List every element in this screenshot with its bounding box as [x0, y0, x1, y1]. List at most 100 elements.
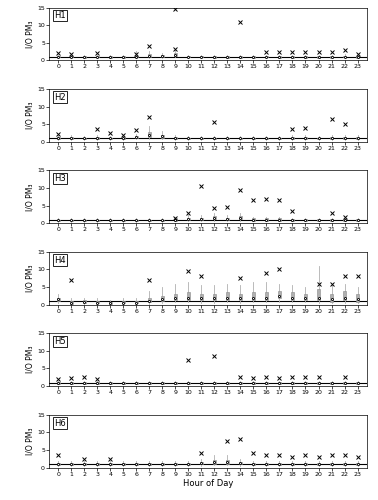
Bar	[109, 56, 112, 58]
Bar	[161, 382, 164, 384]
Bar	[83, 464, 86, 465]
Bar	[343, 290, 346, 300]
Bar	[330, 56, 333, 58]
Bar	[278, 382, 281, 384]
Bar	[70, 301, 73, 304]
Bar	[70, 137, 73, 139]
Y-axis label: I/O PM₃: I/O PM₃	[25, 428, 34, 455]
X-axis label: Hour of Day: Hour of Day	[183, 480, 233, 488]
Bar	[200, 138, 203, 139]
Bar	[239, 56, 242, 58]
Bar	[174, 464, 177, 465]
Bar	[109, 302, 112, 304]
Bar	[83, 382, 86, 384]
Bar	[265, 464, 268, 465]
Text: H4: H4	[54, 256, 65, 264]
Y-axis label: I/O PM₃: I/O PM₃	[25, 183, 34, 210]
Bar	[187, 292, 190, 300]
Bar	[109, 382, 112, 384]
Bar	[83, 56, 86, 58]
Bar	[96, 56, 99, 58]
Bar	[252, 218, 255, 220]
Bar	[70, 220, 73, 221]
Bar	[200, 382, 203, 384]
Bar	[96, 382, 99, 384]
Bar	[330, 464, 333, 465]
Bar	[343, 137, 346, 139]
Text: H6: H6	[54, 418, 66, 428]
Bar	[122, 464, 125, 465]
Bar	[356, 382, 359, 384]
Bar	[109, 464, 112, 465]
Bar	[265, 56, 268, 58]
Bar	[265, 138, 268, 139]
Bar	[135, 464, 138, 465]
Bar	[96, 220, 99, 221]
Bar	[343, 56, 346, 58]
Bar	[252, 56, 255, 58]
Bar	[356, 294, 359, 302]
Bar	[226, 56, 229, 58]
Bar	[135, 136, 138, 138]
Bar	[291, 464, 294, 465]
Bar	[317, 464, 320, 465]
Bar	[187, 218, 190, 220]
Y-axis label: I/O PM₃: I/O PM₃	[25, 102, 34, 129]
Bar	[278, 218, 281, 220]
Bar	[57, 298, 60, 301]
Bar	[317, 289, 320, 300]
Bar	[148, 464, 151, 465]
Y-axis label: I/O PM₃: I/O PM₃	[25, 346, 34, 374]
Bar	[122, 138, 125, 139]
Bar	[174, 294, 177, 300]
Bar	[343, 382, 346, 384]
Bar	[174, 382, 177, 384]
Bar	[304, 56, 307, 58]
Bar	[239, 382, 242, 384]
Bar	[317, 138, 320, 139]
Bar	[213, 294, 216, 300]
Text: H1: H1	[54, 11, 65, 20]
Bar	[343, 219, 346, 220]
Bar	[70, 382, 73, 384]
Bar	[161, 296, 164, 302]
Bar	[135, 56, 138, 58]
Bar	[57, 382, 60, 384]
Bar	[122, 220, 125, 221]
Bar	[161, 220, 164, 221]
Bar	[226, 460, 229, 464]
Bar	[291, 219, 294, 220]
Bar	[213, 382, 216, 384]
Bar	[161, 134, 164, 138]
Bar	[161, 464, 164, 465]
Bar	[70, 464, 73, 465]
Bar	[57, 138, 60, 139]
Bar	[148, 220, 151, 221]
Bar	[356, 464, 359, 465]
Bar	[304, 382, 307, 384]
Bar	[343, 464, 346, 465]
Bar	[239, 462, 242, 464]
Bar	[187, 138, 190, 139]
Bar	[330, 219, 333, 220]
Y-axis label: I/O PM₃: I/O PM₃	[25, 20, 34, 48]
Bar	[213, 138, 216, 139]
Bar	[304, 294, 307, 300]
Bar	[278, 464, 281, 465]
Bar	[252, 464, 255, 465]
Bar	[317, 56, 320, 58]
Bar	[213, 216, 216, 219]
Bar	[356, 219, 359, 220]
Bar	[57, 56, 60, 58]
Bar	[174, 138, 177, 139]
Bar	[187, 464, 190, 465]
Bar	[330, 294, 333, 302]
Bar	[135, 301, 138, 304]
Bar	[265, 382, 268, 384]
Text: H2: H2	[54, 92, 65, 102]
Bar	[57, 220, 60, 221]
Bar	[278, 138, 281, 139]
Bar	[226, 292, 229, 300]
Bar	[330, 382, 333, 384]
Bar	[356, 137, 359, 139]
